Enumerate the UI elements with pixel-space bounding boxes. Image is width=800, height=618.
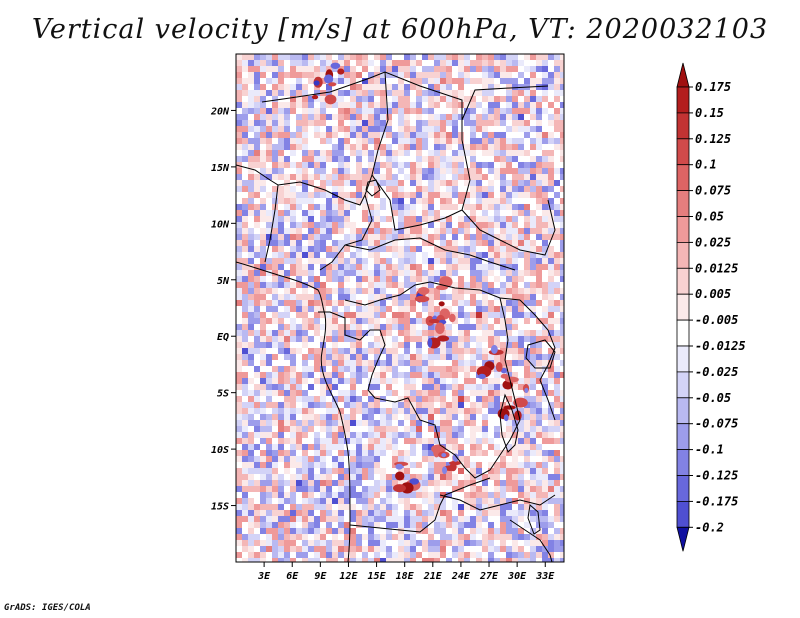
colorbar-label: -0.125 (695, 469, 738, 483)
colorbar-label: -0.175 (695, 494, 738, 508)
colorbar-band (676, 345, 690, 373)
grads-credit: GrADS: IGES/COLA (4, 603, 91, 613)
border-west-sahel (236, 164, 279, 263)
border-libya-sudan (371, 71, 471, 231)
colorbar-label: -0.0125 (695, 339, 746, 353)
velocity-field (236, 54, 564, 562)
y-tick-label: 20N (210, 106, 230, 117)
border-malawi-moz (509, 519, 553, 562)
y-tick-label: 5N (217, 276, 230, 287)
colorbar-band (676, 164, 690, 191)
colorbar-top-arrow (676, 62, 690, 88)
border-congo (318, 311, 386, 391)
border-nigeria (277, 181, 366, 206)
map-title: Vertical velocity [m/s] at 600hPa, VT: 2… (31, 14, 769, 45)
colorbar-band (676, 500, 690, 528)
colorbar-label: -0.005 (695, 313, 738, 327)
lake-malawi (527, 504, 541, 535)
x-tick-label: 6E (286, 571, 299, 582)
colorbar-band (676, 449, 690, 476)
y-tick-label: 10S (211, 445, 229, 456)
colorbar-label: 0.0125 (695, 261, 738, 275)
colorbar-label: 0.025 (695, 235, 731, 249)
colorbar-band (676, 397, 690, 425)
x-tick-label: 18E (396, 571, 415, 582)
coastline-west-africa (236, 261, 351, 562)
x-tick-label: 12E (339, 571, 358, 582)
map-frame (235, 53, 565, 563)
border-great-lakes (519, 299, 556, 421)
colorbar-label: 0.15 (695, 106, 724, 120)
y-tick-label: 5S (217, 389, 229, 400)
lake-tanganyika (499, 393, 519, 453)
x-tick-label: 27E (479, 571, 499, 582)
colorbar-band (676, 423, 690, 451)
border-sahara-north (261, 71, 549, 121)
latitude-axis: 20N 15N 10N 5N EQ 5S 10S 15S (210, 106, 236, 513)
border-zambia (439, 494, 556, 511)
colorbar-label: 0.005 (695, 287, 731, 301)
colorbar-label: -0.025 (695, 365, 738, 379)
colorbar-label: 0.175 (695, 80, 731, 94)
colorbar-label: 0.1 (695, 158, 717, 172)
country-borders (236, 71, 556, 562)
colorbar-label: -0.2 (695, 520, 724, 534)
border-drc-west (367, 389, 501, 479)
colorbar-band (676, 112, 690, 140)
lake-victoria (525, 339, 556, 369)
x-tick-label: 24E (451, 571, 471, 582)
border-car (344, 237, 516, 271)
colorbar-bottom-arrow (676, 526, 690, 552)
colorbar: 0.175 0.15 0.125 0.1 0.075 0.05 0.025 0.0125 0.0… (676, 62, 746, 552)
x-tick-label: 21E (423, 571, 443, 582)
colorbar-band (676, 138, 690, 166)
x-tick-label: 3E (257, 571, 271, 582)
colorbar-band (676, 216, 690, 243)
colorbar-band (676, 475, 690, 502)
y-tick-label: EQ (217, 332, 229, 343)
colorbar-band (676, 293, 690, 321)
longitude-axis: 3E 6E 9E 12E 15E 18E 21E 24E 27E 30E 33E (257, 562, 555, 582)
border-angola-south (349, 477, 491, 533)
colorbar-band (676, 241, 690, 269)
colorbar-label: 0.125 (695, 132, 731, 146)
border-sudan-east (461, 199, 556, 256)
x-tick-label: 33E (535, 571, 555, 582)
x-tick-label: 9E (314, 571, 327, 582)
y-tick-label: 15S (211, 502, 229, 513)
colorbar-label: 0.075 (695, 184, 731, 198)
colorbar-band (676, 319, 690, 347)
colorbar-label: -0.1 (695, 443, 724, 457)
lake-chad (365, 179, 381, 197)
colorbar-label: -0.075 (695, 417, 738, 431)
border-drc-east (499, 297, 521, 456)
colorbar-band (676, 190, 690, 217)
colorbar-band (676, 371, 690, 399)
border-drc-north (344, 281, 521, 306)
x-tick-label: 30E (507, 571, 527, 582)
colorbar-band (676, 267, 690, 295)
colorbar-label: -0.05 (695, 391, 731, 405)
colorbar-band (676, 86, 690, 114)
y-tick-label: 10N (211, 219, 230, 230)
y-tick-label: 15N (211, 163, 230, 174)
colorbar-label: 0.05 (695, 210, 724, 224)
x-tick-label: 15E (368, 571, 387, 582)
